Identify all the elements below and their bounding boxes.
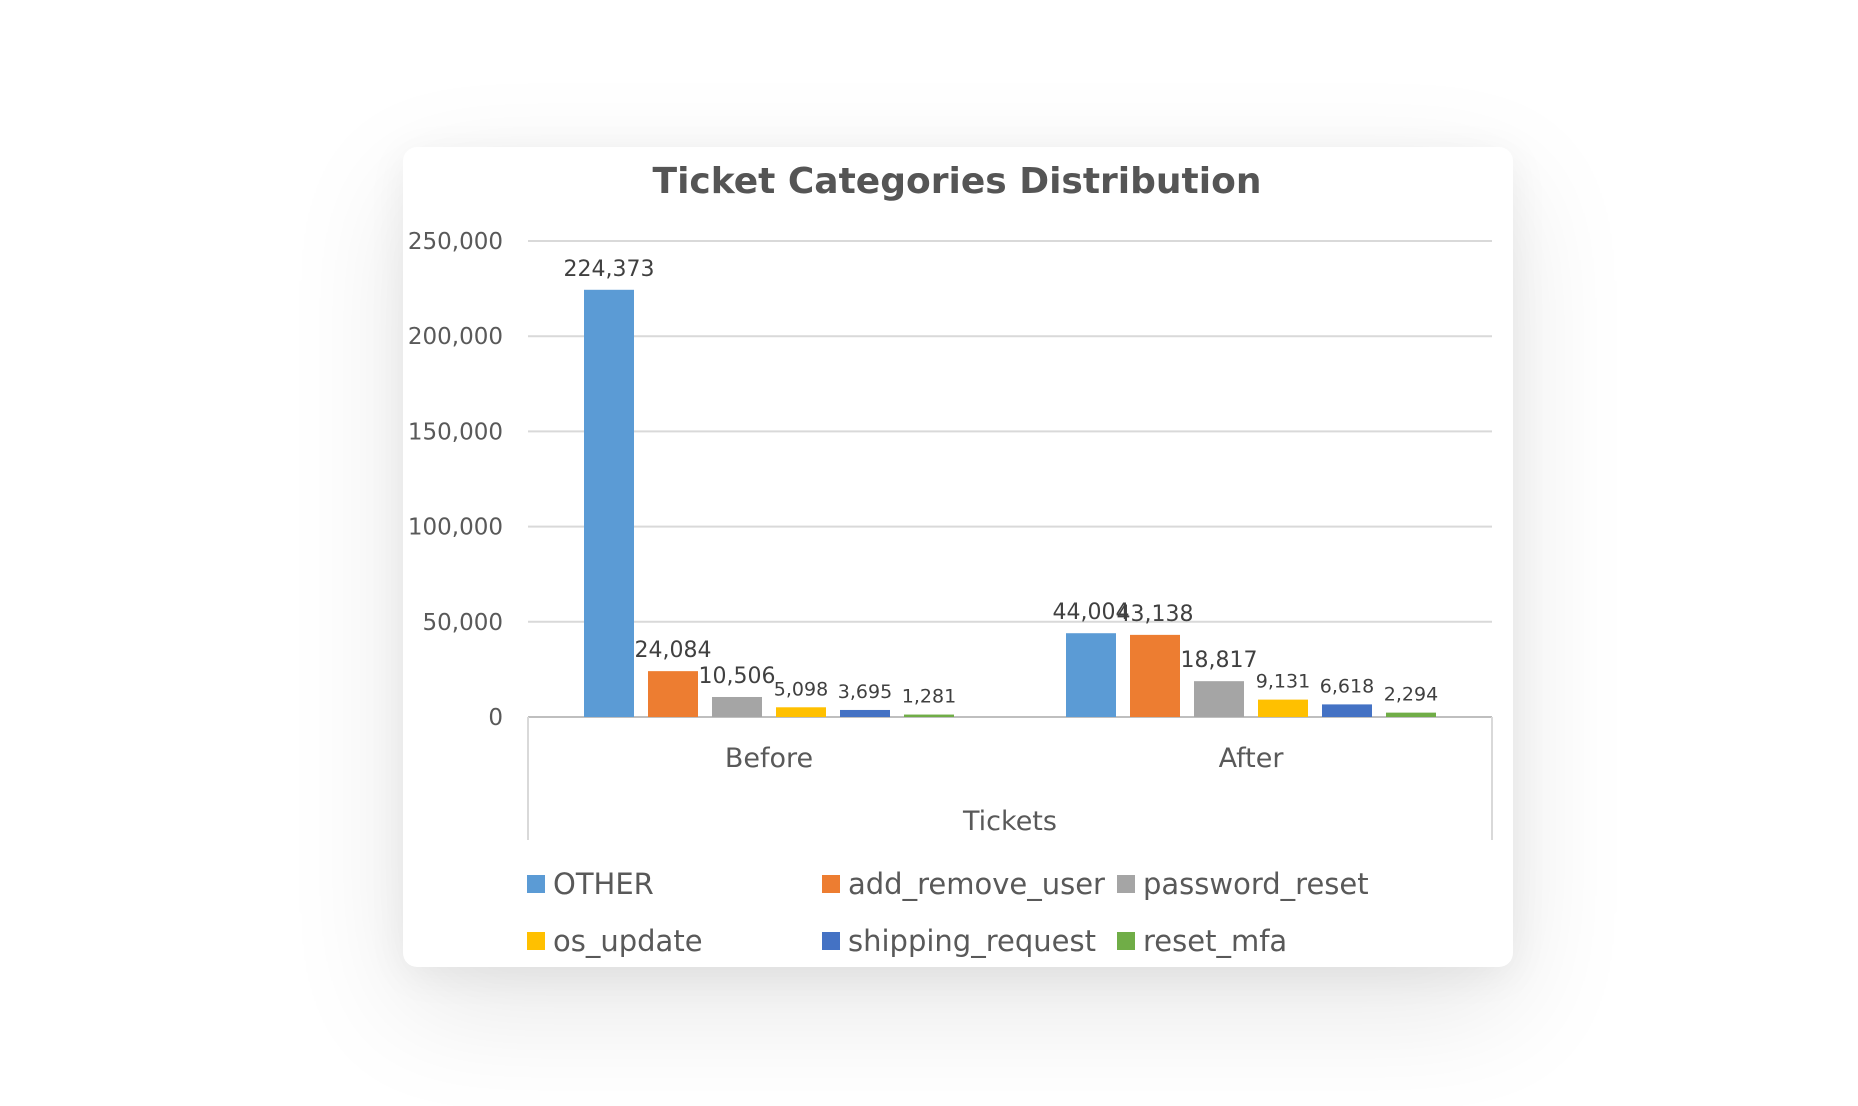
bar-os_update-after [1258,699,1308,717]
bar-OTHER-before [584,289,634,717]
legend-item-os_update: os_update [527,924,703,958]
legend-item-password_reset: password_reset [1117,867,1369,901]
legend: OTHER add_remove_user password_reset os_upd… [527,867,1369,958]
bar-add_remove_user-after [1130,634,1180,717]
legend-swatch [1117,875,1135,893]
legend-item-OTHER: OTHER [527,867,654,901]
y-tick-label: 0 [488,705,503,731]
data-label: 24,084 [635,638,712,663]
legend-label: add_remove_user [848,867,1105,901]
data-label: 3,695 [838,681,892,703]
legend-label: OTHER [553,867,654,901]
bar-shipping_request-after [1322,704,1372,717]
legend-swatch [527,875,545,893]
legend-label: shipping_request [848,924,1096,958]
data-label: 44,004 [1053,600,1130,625]
data-label: 43,138 [1117,602,1194,627]
legend-swatch [822,932,840,950]
data-label: 224,373 [564,257,655,282]
bar-OTHER-after [1066,633,1116,717]
data-label: 6,618 [1320,675,1374,697]
data-label: 9,131 [1256,671,1310,693]
x-axis-title: Tickets [962,806,1057,837]
legend-swatch [527,932,545,950]
bar-add_remove_user-before [648,671,698,717]
bar-password_reset-after [1194,681,1244,717]
legend-swatch [1117,932,1135,950]
legend-label: os_update [553,924,703,958]
y-axis: 0 50,000 100,000 150,000 200,000 250,000 [408,229,503,731]
y-tick-label: 200,000 [408,324,503,350]
legend-label: reset_mfa [1143,924,1287,958]
bars [584,289,1436,717]
data-label: 10,506 [699,664,776,689]
x-category-label: Before [725,743,813,774]
x-axis: Before After [527,717,1493,840]
bar-password_reset-before [712,696,762,717]
bar-reset_mfa-after [1386,712,1436,717]
y-tick-label: 150,000 [408,419,503,445]
y-tick-label: 250,000 [408,229,503,255]
data-label: 1,281 [902,686,956,708]
legend-item-add_remove_user: add_remove_user [822,867,1105,901]
legend-label: password_reset [1143,867,1369,901]
y-tick-label: 50,000 [423,610,503,636]
data-label: 5,098 [774,678,828,700]
data-label: 2,294 [1384,684,1438,706]
chart-title: Ticket Categories Distribution [653,161,1262,202]
bar-shipping_request-before [840,709,890,717]
data-label: 18,817 [1181,648,1258,673]
legend-swatch [822,875,840,893]
bar-reset_mfa-before [904,714,954,717]
bar-os_update-before [776,707,826,717]
legend-item-reset_mfa: reset_mfa [1117,924,1287,958]
y-tick-label: 100,000 [408,515,503,541]
x-category-label: After [1219,743,1285,774]
legend-item-shipping_request: shipping_request [822,924,1096,958]
